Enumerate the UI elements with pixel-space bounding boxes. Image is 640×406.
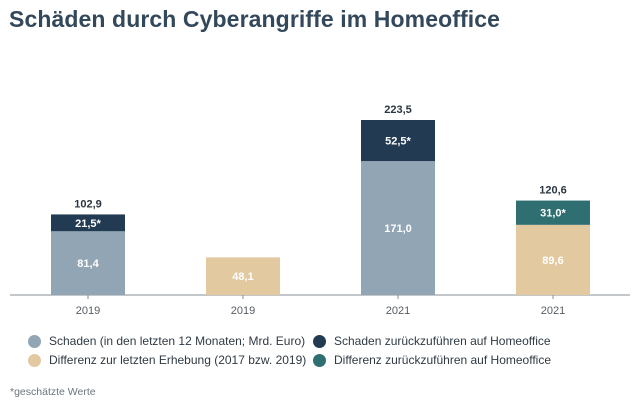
bar-segment-differenz-homeoffice-3 [516,200,590,225]
legend-item-schaden: Schaden (in den letzten 12 Monaten; Mrd.… [28,334,305,348]
legend-swatch-schaden-homeoffice [313,334,326,348]
footnote: *geschätzte Werte [10,386,96,398]
bar-segment-schaden-0 [51,231,125,295]
legend-swatch-differenz-homeoffice [313,353,326,367]
data-label-differenz-3: 89,6 [542,255,563,267]
legend-label-differenz-homeoffice: Differenz zurückzuführen auf Homeoffice [334,353,552,367]
data-label-differenz-homeoffice-3: 31,0* [540,208,566,220]
bar-segment-schaden-2 [361,161,435,295]
bar-segment-schaden-homeoffice-0 [51,214,125,232]
data-label-schaden-homeoffice-2: 52,5* [385,136,411,148]
x-tick-label-3: 2021 [541,305,565,317]
legend-item-differenz: Differenz zur letzten Erhebung (2017 bzw… [28,353,306,367]
bar-segment-differenz-3 [516,224,590,295]
total-label-0: 102,9 [74,198,102,210]
total-label-2: 223,5 [384,104,412,116]
legend-label-schaden-homeoffice: Schaden zurückzuführen auf Homeoffice [334,334,551,348]
data-label-differenz-1: 48,1 [232,271,253,283]
bar-segment-differenz-1 [206,257,280,295]
x-tick-label-0: 2019 [76,305,100,317]
data-label-schaden-homeoffice-0: 21,5* [75,218,101,230]
stacked-bar-chart: 81,4 21,5* 102,9 2019 48,1 2019 171,0 52,5* 223,… [10,104,630,317]
x-tick-label-1: 2019 [231,305,255,317]
total-label-3: 120,6 [539,185,567,197]
data-label-schaden-0: 81,4 [77,258,99,270]
data-label-schaden-2: 171,0 [384,223,412,235]
legend-label-differenz: Differenz zur letzten Erhebung (2017 bzw… [49,353,307,367]
legend-item-schaden-homeoffice: Schaden zurückzuführen auf Homeoffice [313,334,551,348]
legend-item-differenz-homeoffice: Differenz zurückzuführen auf Homeoffice [313,353,551,367]
chart-title: Schäden durch Cyberangriffe im Homeoffic… [9,6,501,32]
legend-label-schaden: Schaden (in den letzten 12 Monaten; Mrd.… [49,334,306,348]
legend-swatch-schaden [28,334,41,348]
x-tick-label-2: 2021 [386,305,410,317]
legend-swatch-differenz [28,353,41,367]
bar-segment-schaden-homeoffice-2 [361,120,435,162]
